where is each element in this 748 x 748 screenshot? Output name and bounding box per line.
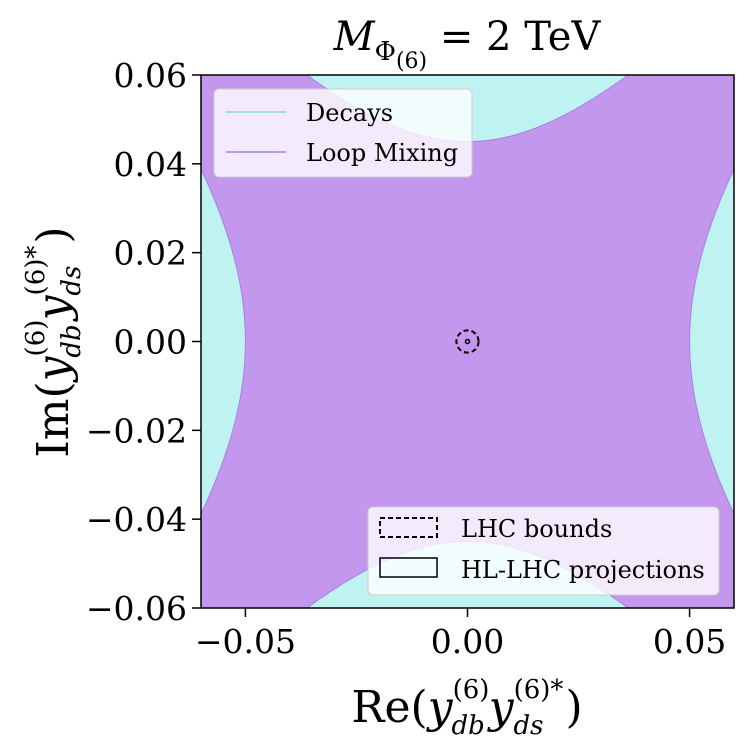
lhc-bounds-contour <box>455 329 480 354</box>
y-tick-label: −0.02 <box>86 411 187 450</box>
loop-mixing-region <box>201 75 734 608</box>
y-tick-label: 0.06 <box>114 56 187 95</box>
x-axis: −0.05 0.00 0.05 <box>195 608 726 661</box>
y-tick-label: −0.06 <box>86 589 187 628</box>
y-axis-label: Im(y(6) dby(6)* ds) <box>21 226 87 457</box>
y-axis: −0.06 −0.04 −0.02 0.00 0.02 0.04 0.06 <box>86 56 201 628</box>
y-tick-label: 0.02 <box>114 234 187 273</box>
legend-regions: Decays Loop Mixing <box>213 88 473 178</box>
x-tick-label: 0.00 <box>431 622 504 661</box>
x-axis-label: Re(y(6) dby(6)* ds) <box>351 675 582 741</box>
y-tick-label: −0.04 <box>86 500 187 539</box>
hl-lhc-projections-contour <box>464 338 471 345</box>
legend-decays-label: Decays <box>306 99 393 127</box>
legend-hl-lhc-swatch <box>379 557 438 578</box>
chart-title: MΦ(6) = 2 TeV <box>333 14 602 74</box>
legend-loop-mixing-label: Loop Mixing <box>306 139 458 167</box>
x-tick-label: 0.05 <box>653 622 726 661</box>
legend-contours: LHC bounds HL-LHC projections <box>367 506 720 596</box>
y-tick-label: 0.00 <box>114 323 187 362</box>
legend-box <box>213 88 473 178</box>
legend-lhc-bounds-swatch <box>379 517 438 538</box>
legend-box <box>367 506 720 596</box>
legend-hl-lhc-label: HL-LHC projections <box>461 556 705 584</box>
legend-lhc-bounds-label: LHC bounds <box>461 515 612 543</box>
x-tick-label: −0.05 <box>195 622 296 661</box>
y-tick-label: 0.04 <box>114 145 187 184</box>
